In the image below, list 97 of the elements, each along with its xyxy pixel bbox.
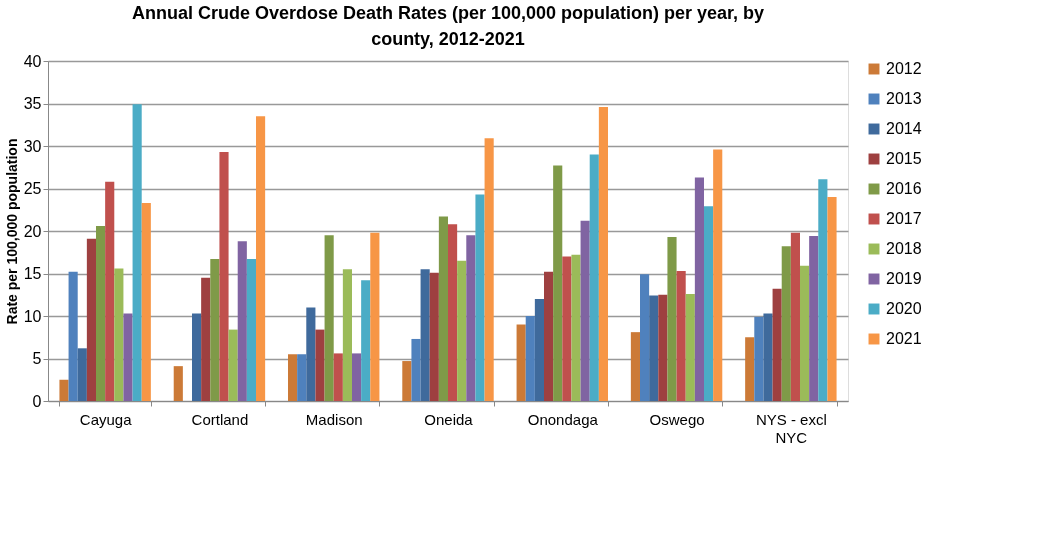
x-tick-label: Oswego xyxy=(649,410,705,428)
bar xyxy=(544,271,554,401)
bar xyxy=(685,293,695,401)
bar xyxy=(800,265,810,401)
bar xyxy=(534,299,544,401)
legend-label: 2018 xyxy=(886,240,922,257)
bar xyxy=(827,197,837,401)
bar xyxy=(754,316,764,401)
y-tick-label: 40 xyxy=(23,52,42,70)
bar xyxy=(132,104,142,401)
legend-label: 2019 xyxy=(886,270,922,287)
bar xyxy=(219,151,229,401)
bar xyxy=(763,313,773,401)
y-tick-label: 5 xyxy=(32,350,42,367)
y-tick-label: 0 xyxy=(32,392,42,410)
bar xyxy=(781,246,791,401)
bar xyxy=(192,313,202,401)
bar xyxy=(306,307,316,401)
x-tick-label: NYS - excl NYC xyxy=(755,410,827,446)
bar xyxy=(640,274,650,401)
x-tick-label: Oneida xyxy=(424,410,474,428)
bar xyxy=(123,313,133,401)
bar xyxy=(105,181,115,401)
bar xyxy=(173,366,183,401)
bar xyxy=(342,269,352,401)
bar xyxy=(667,236,677,401)
bar xyxy=(553,165,563,401)
bar xyxy=(315,329,325,401)
bar xyxy=(411,338,421,401)
bar xyxy=(676,270,686,401)
bar xyxy=(429,272,439,401)
y-tick-label: 15 xyxy=(23,265,42,282)
bar xyxy=(694,177,704,401)
bar xyxy=(713,149,723,401)
bar xyxy=(370,232,380,401)
legend-label: 2013 xyxy=(886,90,922,107)
bar xyxy=(525,316,535,401)
legend-label: 2020 xyxy=(886,300,922,317)
bar xyxy=(420,269,430,401)
bar xyxy=(772,288,782,401)
x-tick-label: Cortland xyxy=(191,410,249,428)
bar xyxy=(745,337,755,401)
bar xyxy=(141,202,151,401)
bar xyxy=(246,259,256,401)
bar xyxy=(790,232,800,401)
bar xyxy=(809,236,819,401)
chart-title: Annual Crude Overdose Death Rates (per 100,000 population) per year, by county, 2012-2021 xyxy=(131,3,765,49)
bar xyxy=(448,224,458,401)
bar xyxy=(630,332,640,401)
bar xyxy=(352,353,362,401)
bar xyxy=(361,280,371,401)
bar xyxy=(256,116,266,401)
bar xyxy=(114,268,124,401)
bar xyxy=(96,225,106,401)
bar xyxy=(704,206,714,401)
bar xyxy=(77,348,87,401)
legend-label: 2014 xyxy=(886,120,922,137)
x-tick-label: Onondaga xyxy=(527,410,599,428)
bar xyxy=(457,260,467,401)
bar xyxy=(598,106,608,401)
bar xyxy=(59,379,69,401)
legend-label: 2021 xyxy=(886,330,922,347)
bar xyxy=(402,361,412,401)
bar xyxy=(297,354,307,401)
bar xyxy=(484,138,494,401)
bar xyxy=(658,294,668,401)
bar xyxy=(466,235,476,401)
legend-label: 2017 xyxy=(886,210,922,227)
bar xyxy=(201,277,211,401)
bar xyxy=(562,256,572,401)
bar xyxy=(68,271,78,401)
bar xyxy=(86,238,96,401)
y-tick-label: 20 xyxy=(23,222,42,240)
y-tick-label: 35 xyxy=(23,95,42,112)
bar xyxy=(228,329,238,401)
x-tick-label: Cayuga xyxy=(79,410,133,428)
legend-label: 2012 xyxy=(886,60,922,77)
bar xyxy=(288,354,298,401)
bar xyxy=(571,254,581,401)
bar xyxy=(475,194,485,401)
bar xyxy=(649,295,659,401)
y-axis-title: Rate per 100,000 population xyxy=(3,138,20,325)
bar xyxy=(237,241,247,401)
legend-label: 2015 xyxy=(886,150,922,167)
bar xyxy=(516,324,526,401)
bar xyxy=(333,353,343,401)
bar xyxy=(324,235,334,401)
bar xyxy=(438,216,448,401)
bar xyxy=(580,220,590,401)
bar xyxy=(589,154,599,401)
x-tick-label: Madison xyxy=(305,410,363,428)
y-tick-label: 10 xyxy=(23,307,42,325)
y-tick-label: 30 xyxy=(23,137,42,155)
legend-label: 2016 xyxy=(886,180,922,197)
y-tick-label: 25 xyxy=(23,180,42,197)
bar xyxy=(210,259,220,401)
bar xyxy=(818,179,828,401)
